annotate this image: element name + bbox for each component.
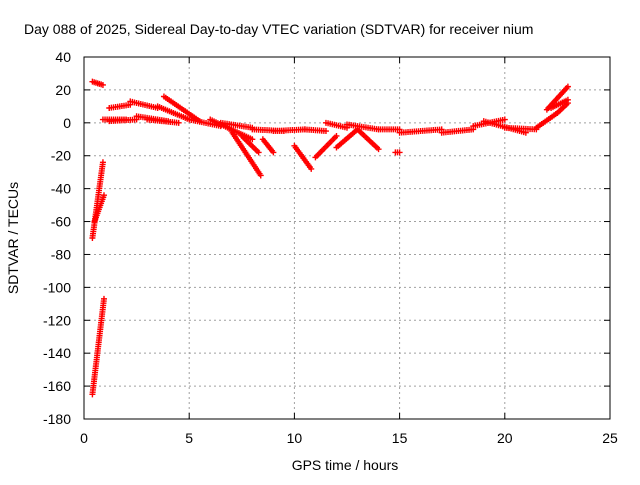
data-point: [333, 132, 340, 139]
data-series-segment: [438, 126, 477, 136]
data-series-segment: [392, 149, 403, 156]
x-tick-label: 10: [287, 430, 303, 446]
data-series-segment: [89, 295, 107, 398]
data-series-segment: [238, 132, 262, 156]
data-series-segment: [354, 126, 382, 153]
y-tick-label: 40: [55, 49, 71, 65]
data-series-segment: [106, 101, 134, 112]
data-series-segment: [228, 128, 264, 179]
data-point: [564, 83, 571, 90]
data-point: [255, 149, 262, 156]
data-point: [270, 149, 277, 156]
y-tick-label: -140: [43, 345, 71, 361]
data-series-segment: [396, 126, 445, 136]
data-series-segment: [144, 116, 182, 126]
data-series-segment: [91, 192, 107, 225]
x-tick-label: 5: [185, 430, 193, 446]
data-points: [89, 78, 571, 398]
data-point: [99, 81, 106, 88]
y-axis-label: SDTVAR / TECUs: [5, 182, 21, 294]
data-series-segment: [127, 98, 161, 112]
chart-title: Day 088 of 2025, Sidereal Day-to-day VTE…: [24, 21, 533, 37]
data-series-segment: [312, 132, 340, 161]
data-point: [249, 136, 256, 143]
y-tick-label: -20: [51, 148, 71, 164]
data-point: [322, 128, 329, 135]
y-tick-label: -60: [51, 214, 71, 230]
data-point: [100, 295, 107, 302]
data-point: [396, 149, 403, 156]
x-axis-label: GPS time / hours: [292, 457, 399, 473]
data-series-segment: [554, 100, 571, 116]
x-tick-label: 15: [392, 430, 408, 446]
data-series-segment: [501, 124, 540, 133]
data-point: [175, 119, 182, 126]
data-series-segment: [322, 119, 350, 131]
y-tick-label: -160: [43, 378, 71, 394]
data-series-segment: [160, 93, 203, 125]
data-series-segment: [301, 126, 329, 135]
data-point: [564, 100, 571, 107]
data-series-segment: [270, 126, 308, 135]
y-tick-label: -120: [43, 312, 71, 328]
x-tick-label: 20: [497, 430, 513, 446]
data-series-segment: [375, 126, 403, 133]
data-series-segment: [89, 78, 106, 88]
y-tick-label: -100: [43, 279, 71, 295]
data-point: [501, 116, 508, 123]
data-point: [99, 159, 106, 166]
x-tick-label: 25: [602, 430, 618, 446]
data-point: [308, 165, 315, 172]
data-series-segment: [259, 136, 277, 156]
y-tick-label: -80: [51, 246, 71, 262]
data-series-segment: [543, 83, 571, 113]
y-tick-label: -40: [51, 181, 71, 197]
data-point: [375, 146, 382, 153]
data-series-segment: [291, 142, 315, 172]
y-tick-label: 0: [63, 115, 71, 131]
y-tick-label: -180: [43, 411, 71, 427]
data-point: [257, 172, 264, 179]
y-tick-label: 20: [55, 82, 71, 98]
data-series-segment: [344, 121, 382, 133]
plot-frame: [83, 56, 611, 420]
x-tick-label: 0: [80, 430, 88, 446]
data-point: [100, 192, 107, 199]
axes: 40 20 0 -20 -40 -60 -80 -100 -120 -140 -160 -180 0 5 1…: [43, 49, 618, 446]
